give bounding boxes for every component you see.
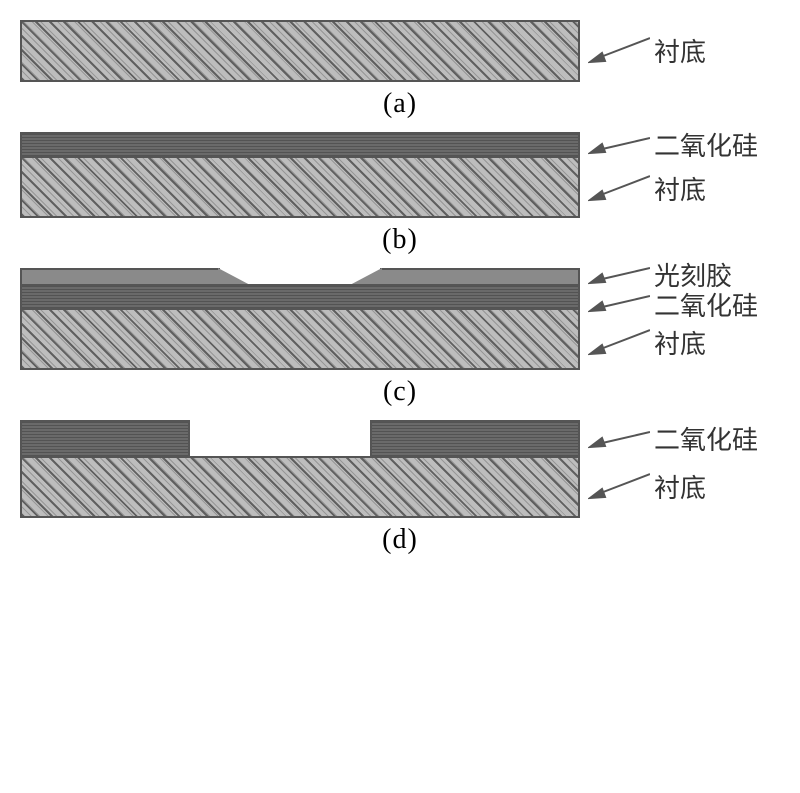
label-substrate-text: 衬底 [654, 324, 706, 361]
panel-d: 二氧化硅 衬底 (d) [10, 420, 790, 556]
panel-b-caption: (b) [10, 224, 790, 256]
oxide-texture [22, 134, 578, 156]
label-substrate: 衬底 [588, 170, 706, 207]
photoresist-layer [20, 268, 580, 284]
label-oxide-text: 二氧化硅 [654, 286, 758, 323]
panel-b-stage [20, 132, 580, 218]
substrate-hatch [22, 310, 578, 368]
arrow-icon [588, 426, 650, 452]
label-oxide-text: 二氧化硅 [654, 126, 758, 163]
oxide-right [370, 420, 580, 456]
label-substrate: 衬底 [588, 324, 706, 361]
substrate-layer [20, 20, 580, 82]
arrow-icon [588, 292, 650, 318]
oxide-texture [22, 422, 188, 456]
label-oxide: 二氧化硅 [588, 286, 758, 323]
substrate-hatch [22, 458, 578, 516]
panel-a-stage [20, 20, 580, 82]
label-substrate-text: 衬底 [654, 32, 706, 69]
substrate-layer [20, 156, 580, 218]
label-substrate-text: 衬底 [654, 170, 706, 207]
oxide-texture [372, 422, 578, 456]
oxide-taper-right [370, 420, 372, 456]
photoresist-left [20, 268, 220, 284]
panel-d-caption: (d) [10, 524, 790, 556]
label-oxide: 二氧化硅 [588, 126, 758, 163]
substrate-hatch [22, 158, 578, 216]
process-flow-figure: 衬底 (a) 二氧化硅 [10, 20, 790, 556]
panel-a: 衬底 (a) [10, 20, 790, 120]
substrate-hatch [22, 22, 578, 80]
oxide-layer [20, 132, 580, 156]
arrow-icon [588, 472, 650, 502]
panel-c-caption: (c) [10, 376, 790, 408]
label-oxide-text: 二氧化硅 [654, 420, 758, 457]
oxide-left [20, 420, 190, 456]
panel-c: 光刻胶 二氧化硅 衬底 (c) [10, 268, 790, 408]
label-substrate-text: 衬底 [654, 468, 706, 505]
panel-a-caption: (a) [10, 88, 790, 120]
oxide-texture [22, 286, 578, 308]
arrow-icon [588, 328, 650, 358]
arrow-icon [588, 36, 650, 66]
panel-c-stage [20, 268, 580, 370]
oxide-layer [20, 284, 580, 308]
label-substrate: 衬底 [588, 468, 706, 505]
arrow-icon [588, 262, 650, 288]
panel-d-stage [20, 420, 580, 518]
label-oxide: 二氧化硅 [588, 420, 758, 457]
oxide-taper-left [188, 420, 190, 456]
substrate-layer [20, 308, 580, 370]
panel-b: 二氧化硅 衬底 (b) [10, 132, 790, 256]
arrow-icon [588, 174, 650, 204]
label-substrate: 衬底 [588, 32, 706, 69]
photoresist-right [380, 268, 580, 284]
oxide-etched-layer [20, 420, 580, 456]
arrow-icon [588, 132, 650, 158]
substrate-layer [20, 456, 580, 518]
